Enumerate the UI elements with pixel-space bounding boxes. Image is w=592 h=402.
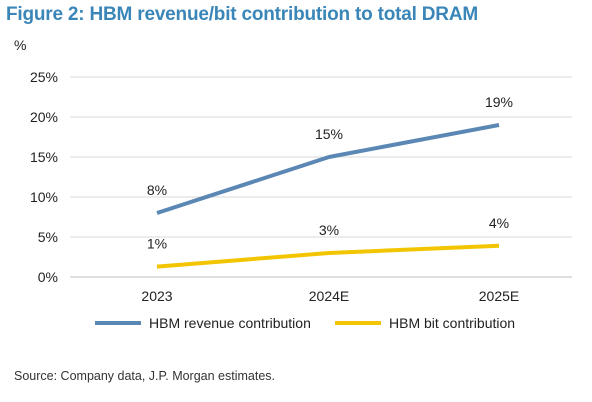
legend: HBM revenue contribution HBM bit contribu… [95,315,515,331]
x-tick-label: 2024E [309,288,349,304]
legend-label: HBM bit contribution [389,315,515,331]
y-tick-label: 0% [38,269,58,285]
data-labels: 8% 15% 19% 1% 3% 4% [147,94,513,252]
y-tick-label: 20% [30,109,58,125]
x-tick-label: 2023 [141,288,172,304]
y-tick-label: 5% [38,229,58,245]
y-tick-label: 10% [30,189,58,205]
data-label: 15% [315,126,343,142]
series-lines [156,123,500,269]
x-axis-ticks: 2023 2024E 2025E [141,288,519,304]
legend-label: HBM revenue contribution [149,315,311,331]
figure-title: Figure 2: HBM revenue/bit contribution t… [6,4,478,25]
data-label: 19% [485,94,513,110]
gridlines [70,76,572,278]
y-axis-ticks: 0% 5% 10% 15% 20% 25% [30,69,58,285]
data-label: 1% [147,236,167,252]
y-tick-label: 25% [30,69,58,85]
x-tick-label: 2025E [479,288,519,304]
y-axis-unit: % [14,37,27,53]
data-label: 4% [489,215,509,231]
data-label: 3% [319,222,339,238]
y-tick-label: 15% [30,149,58,165]
series-line-2 [156,243,500,269]
source-note: Source: Company data, J.P. Morgan estima… [14,369,276,383]
data-label: 8% [147,182,167,198]
